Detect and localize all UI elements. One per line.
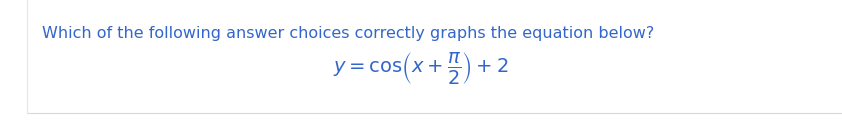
Text: $y = \cos\!\left(x + \dfrac{\pi}{2}\right) + 2$: $y = \cos\!\left(x + \dfrac{\pi}{2}\righ… xyxy=(333,50,509,86)
Text: Which of the following answer choices correctly graphs the equation below?: Which of the following answer choices co… xyxy=(42,26,654,41)
